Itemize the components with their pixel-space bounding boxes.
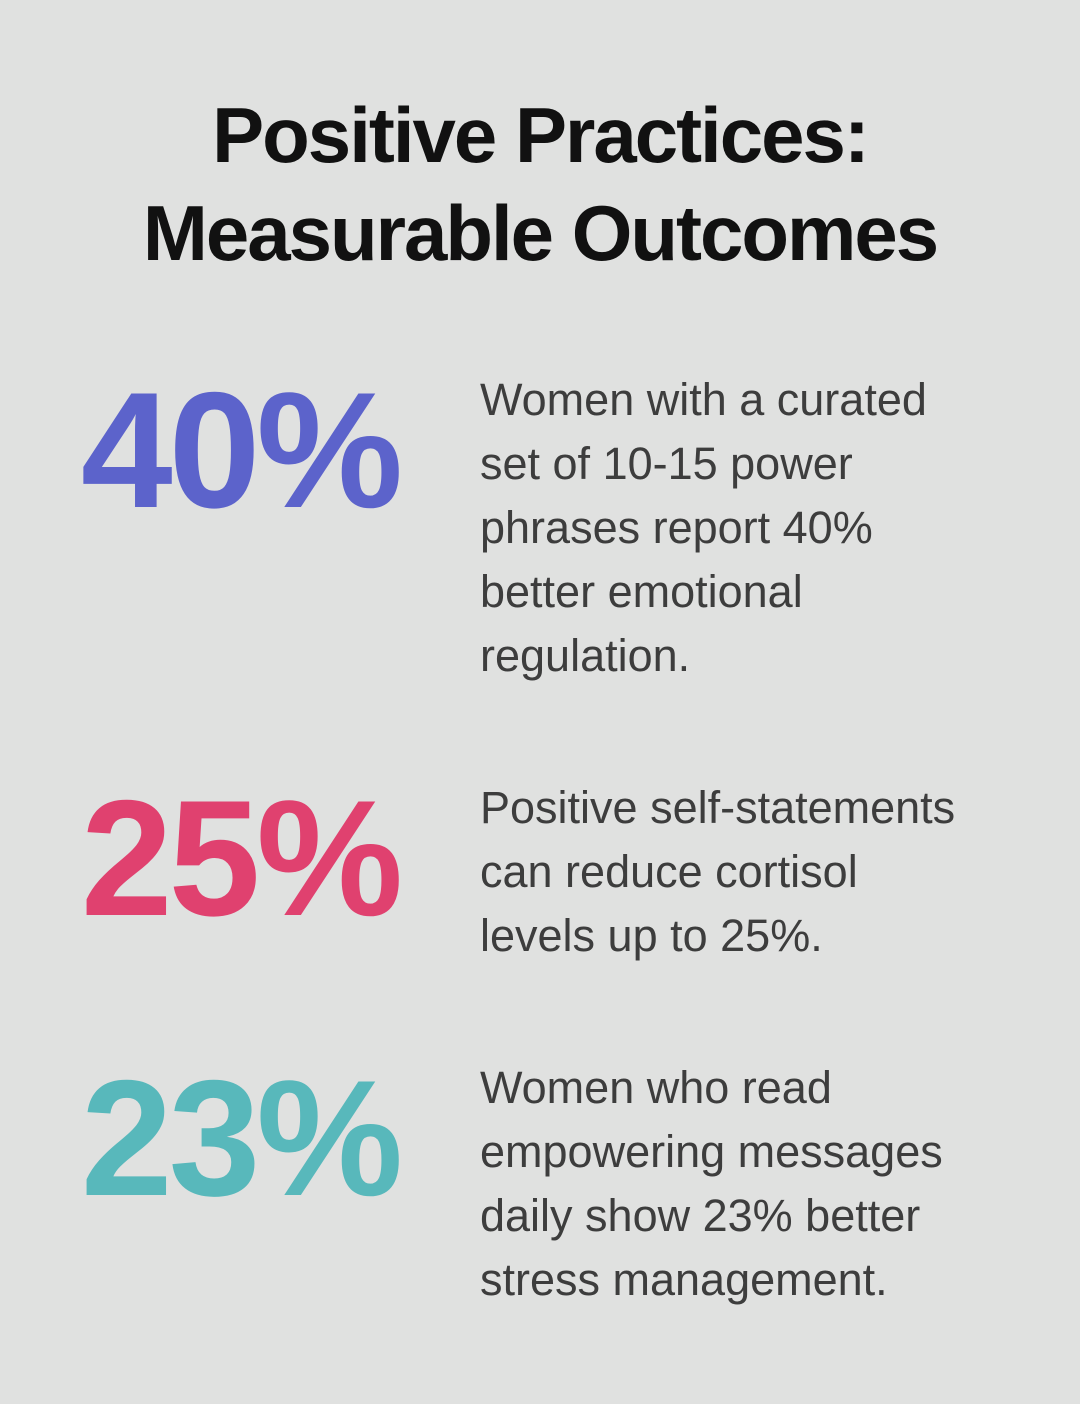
page-title-line-1: Positive Practices: [212, 91, 870, 179]
stat-value-23-percent: 23% [80, 1046, 403, 1230]
stat-description-cortisol: Positive self-statements can reduce cort… [480, 782, 956, 961]
stat-row-cortisol: 25% Positive self-statements can reduce … [0, 776, 1080, 968]
stat-description-stress-management: Women who read empowering messages daily… [480, 1062, 943, 1305]
page-title-line-2: Measurable Outcomes [142, 189, 939, 277]
stat-row-emotional-regulation: 40% Women with a curated set of 10-15 po… [0, 368, 1080, 688]
page-title: Positive Practices: Measurable Outcomes [0, 0, 1080, 282]
stat-value-40-percent: 40% [80, 358, 403, 542]
stat-row-stress-management: 23% Women who read empowering messages d… [0, 1056, 1080, 1312]
stats-list: 40% Women with a curated set of 10-15 po… [0, 368, 1080, 1312]
stat-description-emotional-regulation: Women with a curated set of 10-15 power … [480, 374, 927, 681]
stat-value-25-percent: 25% [80, 766, 403, 950]
